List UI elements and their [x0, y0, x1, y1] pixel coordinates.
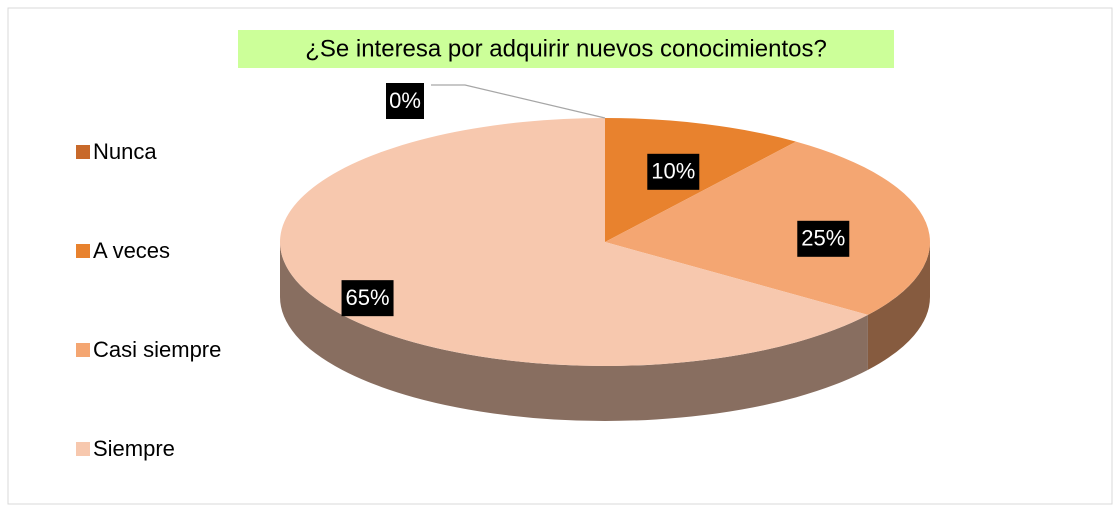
legend-swatch	[76, 442, 90, 456]
slice	[605, 141, 930, 315]
data-label: 25%	[801, 226, 845, 251]
data-label: 10%	[651, 159, 695, 184]
legend-swatch	[76, 244, 90, 258]
label-background	[341, 280, 394, 317]
label-background	[647, 153, 700, 190]
slice-side	[867, 242, 930, 370]
legend-swatch	[76, 145, 90, 159]
slice	[280, 118, 868, 366]
legend-swatch	[76, 343, 90, 357]
legend-label: Nunca	[93, 139, 157, 164]
title-background	[238, 30, 894, 68]
leader-line	[431, 84, 606, 119]
data-label: 65%	[346, 285, 390, 310]
data-label: 0%	[389, 88, 421, 113]
slice	[605, 118, 797, 242]
legend-label: Siempre	[93, 436, 175, 461]
chart-title: ¿Se interesa por adquirir nuevos conocim…	[305, 35, 827, 62]
legend-label: Casi siempre	[93, 337, 221, 362]
legend-label: A veces	[93, 238, 170, 263]
label-background	[797, 220, 850, 257]
label-background	[386, 83, 424, 119]
slice-side	[280, 242, 868, 422]
